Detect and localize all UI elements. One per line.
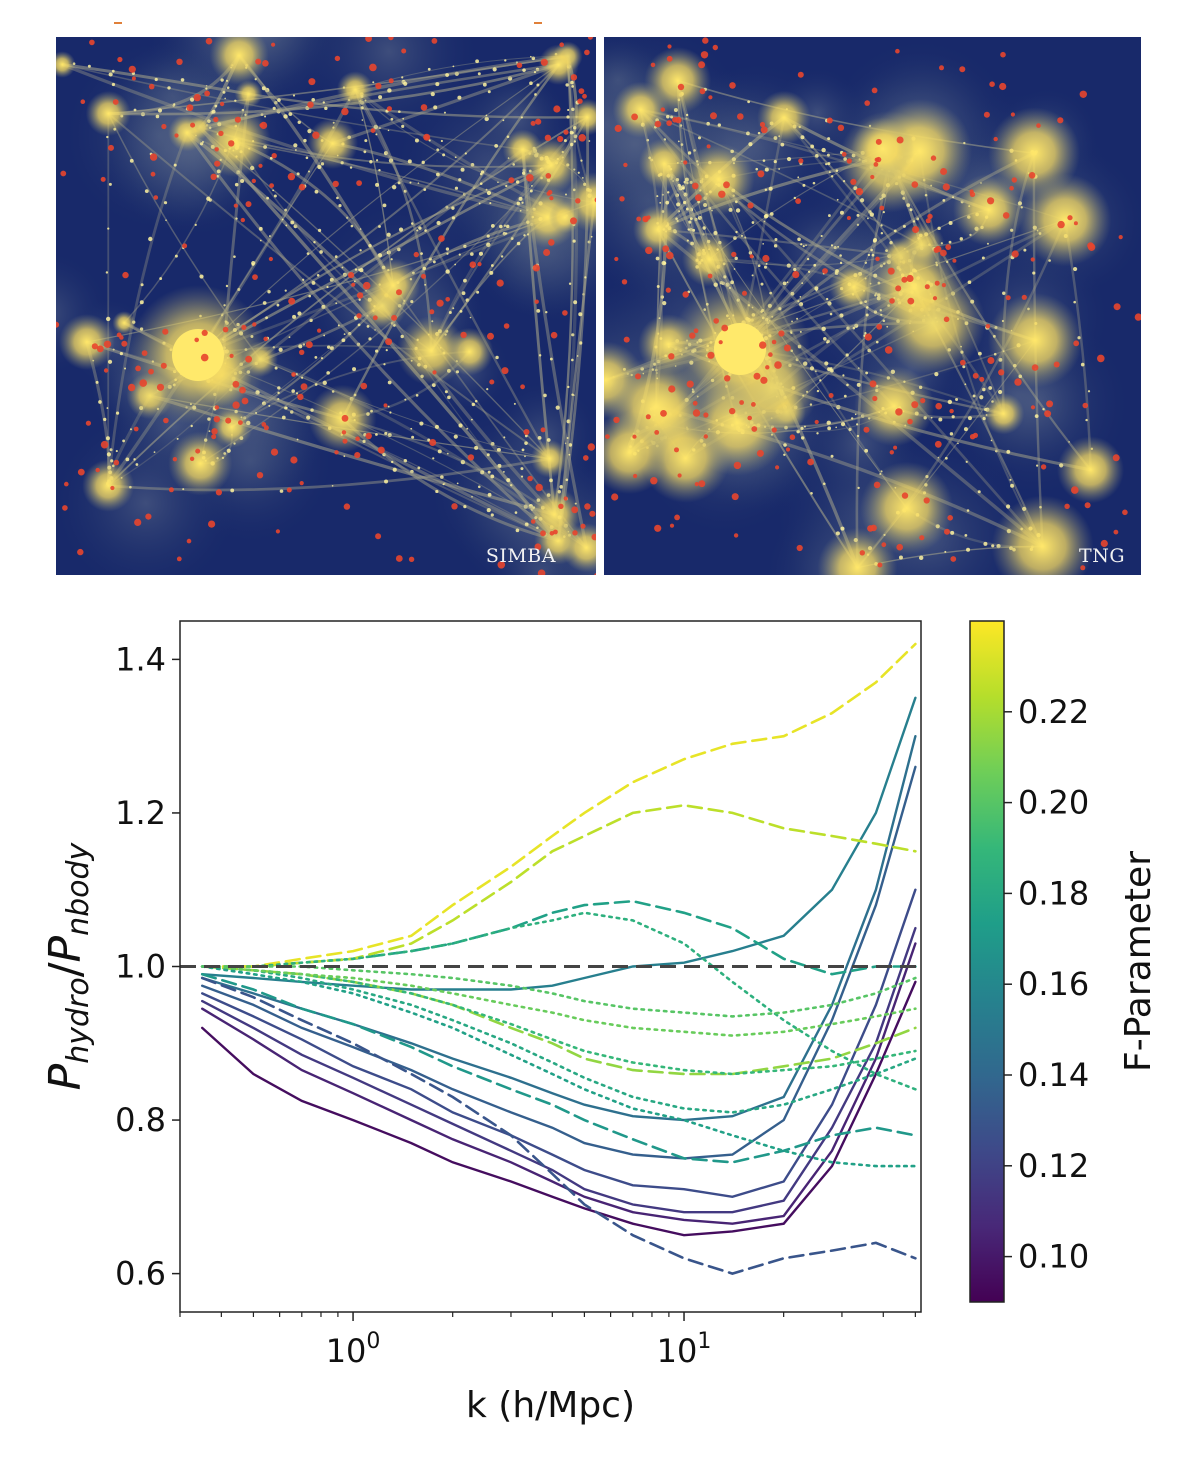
tng-density-map: TNG <box>604 37 1141 575</box>
series-dotted-18 <box>200 965 917 1018</box>
series-dashed-8 <box>200 972 917 1164</box>
series-dashed-12 <box>200 642 917 968</box>
top-right-tick-mark <box>534 22 542 24</box>
colorbar-tick-label: 0.12 <box>1018 1147 1089 1185</box>
series-dotted-13 <box>200 965 917 1114</box>
y-title-sub-1: hydro <box>61 977 96 1064</box>
colorbar-ticks: 0.10 0.12 0.14 0.16 0.18 0.20 0.22 <box>1004 693 1089 1276</box>
y-title-sub-2: nbody <box>61 841 96 935</box>
tng-density-image <box>604 37 1141 575</box>
colorbar-title: F-Parameter <box>1118 851 1159 1072</box>
series-dotted-16 <box>200 965 917 1037</box>
y-axis-title: Phydro/Pnbody <box>40 841 96 1090</box>
simba-density-map: SIMBA <box>56 37 596 575</box>
series-dotted-17 <box>200 965 917 1168</box>
tng-label: TNG <box>1079 545 1125 567</box>
x-ticks: 100 101 <box>179 1312 916 1370</box>
series-solid-1 <box>200 942 917 1225</box>
series-dashed-10 <box>200 965 917 1076</box>
y-title-main-2: P <box>40 935 91 962</box>
series-dashed-7 <box>200 976 917 1275</box>
series-dotted-14 <box>200 965 917 1076</box>
y-tick-label: 1.0 <box>115 948 166 986</box>
x-axis-title: k (h/Mpc) <box>466 1385 635 1426</box>
series-solid-0 <box>200 980 917 1237</box>
series-solid-3 <box>200 888 917 1199</box>
simba-label: SIMBA <box>485 545 556 567</box>
series-dotted-15 <box>200 911 917 1091</box>
series-dashed-11 <box>200 803 917 968</box>
series-solid-6 <box>200 696 917 991</box>
y-tick-label: 1.4 <box>115 640 166 678</box>
simba-density-image <box>56 37 596 575</box>
y-tick-label: 0.8 <box>115 1101 166 1139</box>
colorbar-tick-label: 0.18 <box>1018 874 1089 912</box>
series-solid-4 <box>200 765 917 1160</box>
x-tick-label: 100 <box>326 1329 381 1370</box>
x-tick-label: 101 <box>657 1329 712 1370</box>
colorbar-tick-label: 0.20 <box>1018 784 1089 822</box>
colorbar-tick-label: 0.16 <box>1018 965 1089 1003</box>
y-tick-label: 1.2 <box>115 794 166 832</box>
colorbar-tick-label: 0.10 <box>1018 1238 1089 1276</box>
colorbar-tick-label: 0.14 <box>1018 1056 1089 1094</box>
series-solid-2 <box>200 926 917 1214</box>
y-title-slash: / <box>40 962 91 977</box>
top-left-tick-mark <box>114 22 122 24</box>
y-title-main-1: P <box>40 1063 91 1090</box>
series-layer <box>200 642 917 1275</box>
y-tick-label: 0.6 <box>115 1255 166 1293</box>
power-spectrum-ratio-chart: 100 101 0.6 0.8 1.0 1.2 1.4 k (h/Mpc) Phydro/… <box>40 620 1159 1426</box>
colorbar <box>969 620 1005 1303</box>
y-ticks: 0.6 0.8 1.0 1.2 1.4 <box>115 640 180 1293</box>
colorbar-tick-label: 0.22 <box>1018 693 1089 731</box>
